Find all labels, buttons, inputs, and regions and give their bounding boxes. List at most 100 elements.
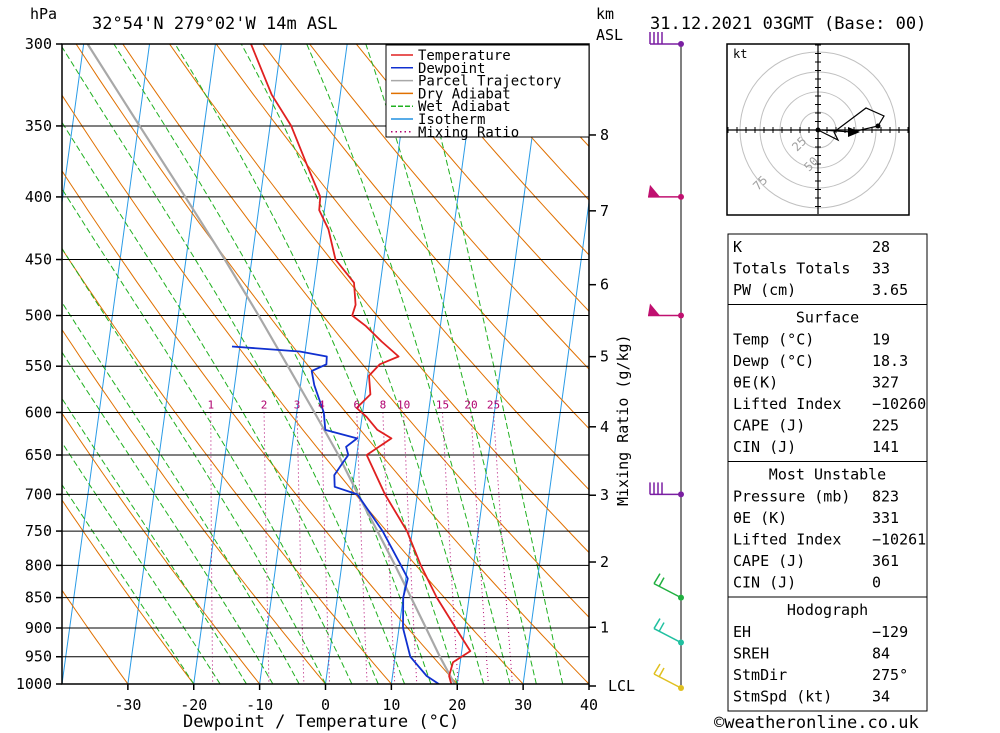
isotherm-line [456,44,546,684]
height-tick-label: 6 [600,276,609,294]
mixing-ratio-label: 15 [436,398,449,411]
mixing-ratio-line [296,412,305,684]
wind-barb [653,673,682,689]
surface-row-value: 327 [872,374,899,392]
indices-row-value: 28 [872,238,890,256]
most-unstable-row-label: CIN (J) [733,574,796,592]
dry-adiabat-line [262,44,589,430]
height-tick-label: 1 [600,618,609,636]
hodograph-table-box [727,596,928,712]
wet-adiabat-line [62,46,406,684]
surface-row-value: 18.3 [872,352,908,370]
temp-tick-label: 20 [448,696,466,714]
hodograph-table-row-value: −129 [872,623,908,641]
dry-adiabat-line [402,44,589,256]
surface-row-label: Dewp (°C) [733,352,814,370]
x-axis-label: Dewpoint / Temperature (°C) [183,712,459,732]
wind-barb-feather [658,667,665,678]
legend-entry: Wet Adiabat [418,99,511,115]
most-unstable-row-value: −10261 [872,531,926,549]
pressure-tick-label: 350 [25,117,52,135]
most-unstable-row-label: θE (K) [733,509,787,527]
hodograph-table-row-label: EH [733,623,751,641]
height-ref-label: ASL [596,26,623,44]
surface-row-label: CAPE (J) [733,417,805,435]
hodograph-table-row-value: 84 [872,645,890,663]
isotherm-line [127,44,216,684]
most-unstable-row-label: Lifted Index [733,531,841,549]
pressure-tick-label: 1000 [16,675,52,693]
wind-barb-pennant [648,184,660,197]
legend-entry: Isotherm [418,112,485,128]
isotherm-line [62,44,151,684]
indices-box [727,233,928,305]
location-title: 32°54'N 279°02'W 14m ASL [92,14,338,34]
pressure-tick-label: 450 [25,251,52,269]
indices-tables: K 28 Totals Totals 33 PW (cm) 3.65 Surface Temp… [727,233,928,712]
axis-tick-labels: 1 2 3 4 6 8 10 15 20 25 300 350 400 450 500 550 600 650 70… [16,35,635,714]
dry-adiabat-line [62,589,129,684]
mixing-ratio-line [493,412,513,684]
dry-adiabat-line [309,44,589,370]
wind-barb-pennant [648,303,660,316]
legend-entry: Temperature [418,48,511,64]
legend-entry: Parcel Trajectory [418,74,561,90]
mixing-ratio-label: 8 [380,398,387,411]
surface-title: Surface [796,309,859,327]
hodograph-table-row-value: 34 [872,688,890,706]
pressure-tick-label: 550 [25,357,52,375]
mixing-ratio-label: 4 [318,398,325,411]
pressure-tick-label: 400 [25,188,52,206]
most-unstable-row-label: Pressure (mb) [733,488,850,506]
temperature-series [250,44,472,684]
isotherm-line [62,44,85,207]
pressure-tick-label: 300 [25,35,52,53]
lcl-label: LCL [608,677,635,695]
most-unstable-title: Most Unstable [769,466,886,484]
wind-barb-feather [653,573,661,584]
indices-row-label: K [733,238,742,256]
pressure-tick-label: 850 [25,589,52,607]
mixing-ratio-label: 3 [294,398,301,411]
legend-entry: Dewpoint [418,61,485,77]
height-unit-label: km [596,5,614,23]
wind-profile [648,32,684,691]
most-unstable-row-label: CAPE (J) [733,552,805,570]
height-tick-label: 7 [600,202,609,220]
hodograph-table-title: Hodograph [787,601,868,619]
legend-entry: Mixing Ratio [418,125,519,141]
pressure-tick-label: 600 [25,403,52,421]
dry-adiabat-line [355,44,589,312]
surface-row-value: 225 [872,417,899,435]
mixing-ratio-label: 20 [464,398,477,411]
wet-adiabat-line [174,44,458,684]
most-unstable-row-value: 0 [872,574,881,592]
mixing-ratio-label: 25 [487,398,500,411]
pressure-tick-label: 650 [25,446,52,464]
height-tick-label: 5 [600,348,609,366]
isotherm-line [259,44,348,684]
temp-tick-label: -10 [246,696,273,714]
surface-box [727,304,928,462]
temp-tick-label: 40 [580,696,598,714]
pressure-tick-label: 500 [25,307,52,325]
hodograph-table-row-label: StmSpd (kt) [733,688,832,706]
pressure-tick-label: 750 [25,522,52,540]
pressure-tick-label: 950 [25,648,52,666]
wind-barb [653,582,682,599]
surface-row-label: CIN (J) [733,438,796,456]
pressure-tick-label: 700 [25,485,52,503]
wet-adiabat-line [62,301,300,684]
mixing-ratio-line [442,412,459,684]
temp-tick-label: 30 [514,696,532,714]
height-tick-label: 8 [600,126,609,144]
mixing-ratio-axis-label: Mixing Ratio (g/kg) [614,334,632,506]
isotherm-line [0,44,18,684]
height-tick-label: 2 [600,553,609,571]
pressure-tick-label: 900 [25,619,52,637]
isotherm-line [390,44,480,684]
mixing-ratio-label: 6 [354,398,361,411]
mixing-ratio-label: 10 [397,398,410,411]
indices-row-label: Totals Totals [733,260,850,278]
